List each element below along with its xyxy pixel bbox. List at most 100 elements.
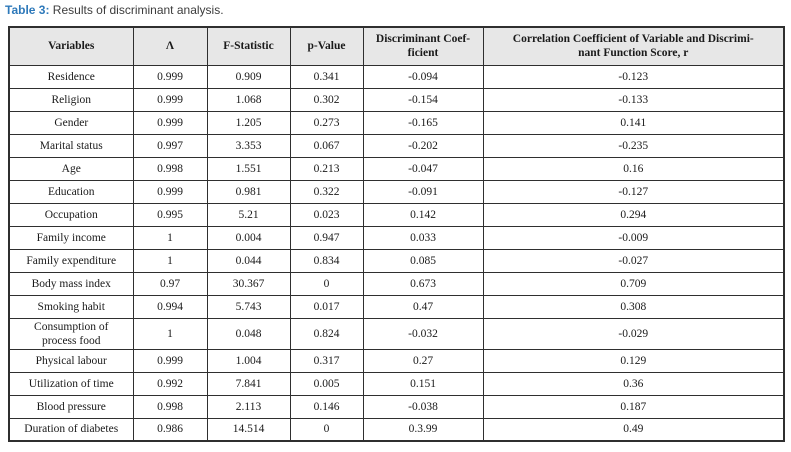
table-row: Age 0.998 1.551 0.213 -0.047 0.16 xyxy=(8,156,785,181)
variable-name-cell: Blood pressure xyxy=(8,394,134,419)
value-cell: -0.154 xyxy=(362,87,484,112)
value-cell: 0.999 xyxy=(132,110,208,135)
value-cell: 1.068 xyxy=(206,87,291,112)
value-cell: 0.033 xyxy=(362,225,484,250)
value-cell: 1.551 xyxy=(206,156,291,181)
variable-name-cell: Physical labour xyxy=(8,348,134,373)
value-cell: 0.909 xyxy=(206,64,291,89)
column-header-lambda: Λ xyxy=(132,26,208,66)
table-row: Family expenditure 1 0.044 0.834 0.085 -0.027 xyxy=(8,248,785,273)
value-cell: -0.009 xyxy=(482,225,785,250)
results-table-header: Variables Λ F-Statistic p-Value Discrimi… xyxy=(8,26,785,66)
value-cell: -0.123 xyxy=(482,64,785,89)
value-cell: 0.322 xyxy=(289,179,364,204)
value-cell: 0.673 xyxy=(362,271,484,296)
value-cell: 0.213 xyxy=(289,156,364,181)
table-row: Marital status 0.997 3.353 0.067 -0.202 -0.23… xyxy=(8,133,785,158)
table-row: Education 0.999 0.981 0.322 -0.091 -0.127 xyxy=(8,179,785,204)
table-row: Religion 0.999 1.068 0.302 -0.154 -0.133 xyxy=(8,87,785,112)
value-cell: 0.067 xyxy=(289,133,364,158)
value-cell: 0.998 xyxy=(132,394,208,419)
value-cell: 1 xyxy=(132,248,208,273)
value-cell: 0.023 xyxy=(289,202,364,227)
value-cell: 0.004 xyxy=(206,225,291,250)
value-cell: 0.999 xyxy=(132,348,208,373)
variable-name-cell: Utilization of time xyxy=(8,371,134,396)
value-cell: 0.709 xyxy=(482,271,785,296)
value-cell: 1.004 xyxy=(206,348,291,373)
value-cell: 0.999 xyxy=(132,87,208,112)
column-header-p-value: p-Value xyxy=(289,26,364,66)
results-table: Variables Λ F-Statistic p-Value Discrimi… xyxy=(8,26,785,442)
value-cell: 0.294 xyxy=(482,202,785,227)
table-row: Smoking habit 0.994 5.743 0.017 0.47 0.308 xyxy=(8,294,785,319)
value-cell: -0.202 xyxy=(362,133,484,158)
value-cell: 0.97 xyxy=(132,271,208,296)
value-cell: 5.21 xyxy=(206,202,291,227)
value-cell: -0.029 xyxy=(482,317,785,350)
value-cell: 0.141 xyxy=(482,110,785,135)
value-cell: 0.981 xyxy=(206,179,291,204)
value-cell: 2.113 xyxy=(206,394,291,419)
value-cell: 0.341 xyxy=(289,64,364,89)
value-cell: -0.027 xyxy=(482,248,785,273)
value-cell: 0.947 xyxy=(289,225,364,250)
value-cell: 0.995 xyxy=(132,202,208,227)
variable-name-cell: Education xyxy=(8,179,134,204)
variable-name-cell: Religion xyxy=(8,87,134,112)
page: Table 3: Results of discriminant analysi… xyxy=(5,3,785,442)
value-cell: 1 xyxy=(132,225,208,250)
value-cell: 0.151 xyxy=(362,371,484,396)
results-table-body: Residence 0.999 0.909 0.341 -0.094 -0.123 Reli… xyxy=(8,64,785,442)
column-header-correlation-coefficient: Correlation Coefficient of Variable and … xyxy=(482,26,785,66)
value-cell: -0.165 xyxy=(362,110,484,135)
value-cell: 0.129 xyxy=(482,348,785,373)
value-cell: 0.085 xyxy=(362,248,484,273)
value-cell: 0.005 xyxy=(289,371,364,396)
value-cell: 0.16 xyxy=(482,156,785,181)
header-row: Variables Λ F-Statistic p-Value Discrimi… xyxy=(8,26,785,66)
value-cell: -0.094 xyxy=(362,64,484,89)
table-row: Duration of diabetes 0.986 14.514 0 0.3.99 0.… xyxy=(8,417,785,442)
table-row: Consumption of process food 1 0.048 0.824 -0… xyxy=(8,317,785,350)
column-header-f-statistic: F-Statistic xyxy=(206,26,291,66)
table-caption-text: Results of discriminant analysis. xyxy=(49,3,224,17)
value-cell: -0.038 xyxy=(362,394,484,419)
value-cell: -0.127 xyxy=(482,179,785,204)
variable-name-cell: Body mass index xyxy=(8,271,134,296)
value-cell: 0 xyxy=(289,271,364,296)
table-row: Family income 1 0.004 0.947 0.033 -0.009 xyxy=(8,225,785,250)
table-row: Physical labour 0.999 1.004 0.317 0.27 0.129 xyxy=(8,348,785,373)
variable-name-cell: Residence xyxy=(8,64,134,89)
value-cell: 0.999 xyxy=(132,179,208,204)
table-row: Blood pressure 0.998 2.113 0.146 -0.038 0.187 xyxy=(8,394,785,419)
value-cell: 0.999 xyxy=(132,64,208,89)
value-cell: -0.091 xyxy=(362,179,484,204)
value-cell: 0.142 xyxy=(362,202,484,227)
column-header-discriminant-coefficient: Discriminant Coef- ficient xyxy=(362,26,484,66)
variable-name-cell: Marital status xyxy=(8,133,134,158)
value-cell: 5.743 xyxy=(206,294,291,319)
value-cell: 0.308 xyxy=(482,294,785,319)
value-cell: 1 xyxy=(132,317,208,350)
variable-name-cell: Occupation xyxy=(8,202,134,227)
table-row: Utilization of time 0.992 7.841 0.005 0.151 0… xyxy=(8,371,785,396)
value-cell: 1.205 xyxy=(206,110,291,135)
variable-name-cell: Smoking habit xyxy=(8,294,134,319)
value-cell: 0.146 xyxy=(289,394,364,419)
value-cell: 0.27 xyxy=(362,348,484,373)
value-cell: 0.187 xyxy=(482,394,785,419)
variable-name-cell: Gender xyxy=(8,110,134,135)
value-cell: 14.514 xyxy=(206,417,291,442)
value-cell: 0.47 xyxy=(362,294,484,319)
variable-name-cell: Age xyxy=(8,156,134,181)
value-cell: 0.992 xyxy=(132,371,208,396)
value-cell: 3.353 xyxy=(206,133,291,158)
value-cell: 0.986 xyxy=(132,417,208,442)
value-cell: 0.273 xyxy=(289,110,364,135)
variable-name-cell: Family income xyxy=(8,225,134,250)
value-cell: 0.994 xyxy=(132,294,208,319)
table-caption: Table 3: Results of discriminant analysi… xyxy=(5,3,783,17)
value-cell: 0.834 xyxy=(289,248,364,273)
variable-name-cell: Duration of diabetes xyxy=(8,417,134,442)
